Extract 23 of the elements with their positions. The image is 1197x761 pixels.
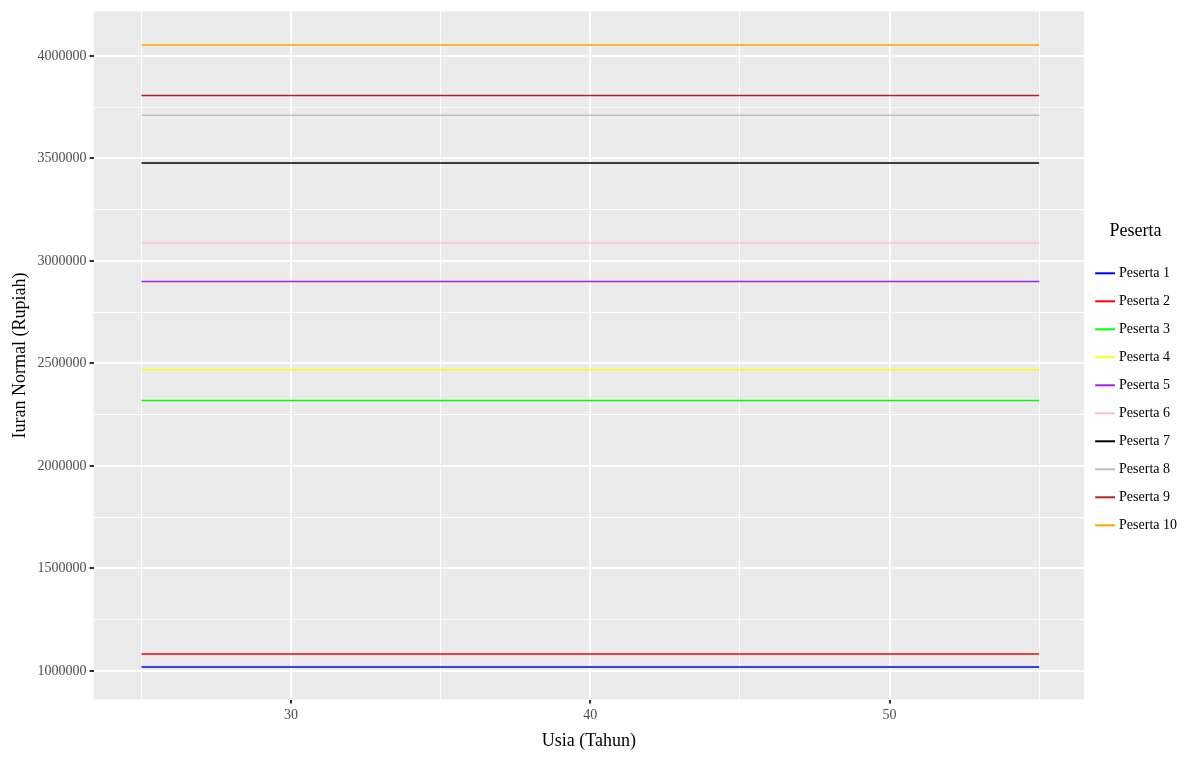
y-tick-label: 1000000 (37, 662, 87, 678)
x-tick-label: 30 (284, 706, 299, 722)
legend-label: Peserta 9 (1119, 488, 1171, 504)
legend-title: Peserta (1109, 220, 1162, 241)
y-tick-label: 1500000 (37, 560, 87, 576)
y-tick-label: 4000000 (37, 47, 87, 63)
y-tick-label: 3500000 (37, 150, 87, 166)
legend-label: Peserta 3 (1119, 320, 1171, 336)
y-tick-label: 3000000 (37, 252, 87, 268)
legend-label: Peserta 6 (1119, 404, 1171, 420)
legend-label: Peserta 4 (1119, 348, 1171, 364)
x-tick-label: 40 (583, 706, 598, 722)
legend-label: Peserta 10 (1119, 516, 1178, 532)
y-tick-label: 2500000 (37, 355, 87, 371)
x-tick-label: 50 (882, 706, 897, 722)
y-tick-label: 2000000 (37, 457, 87, 473)
legend-label: Peserta 2 (1119, 292, 1171, 308)
legend-label: Peserta 7 (1119, 432, 1171, 448)
legend-label: Peserta 5 (1119, 376, 1171, 392)
x-axis-title: Usia (Tahun) (541, 729, 636, 751)
y-axis-title: Iuran Normal (Rupiah) (8, 272, 30, 439)
legend-label: Peserta 8 (1119, 460, 1171, 476)
legend-label: Peserta 1 (1119, 264, 1171, 280)
